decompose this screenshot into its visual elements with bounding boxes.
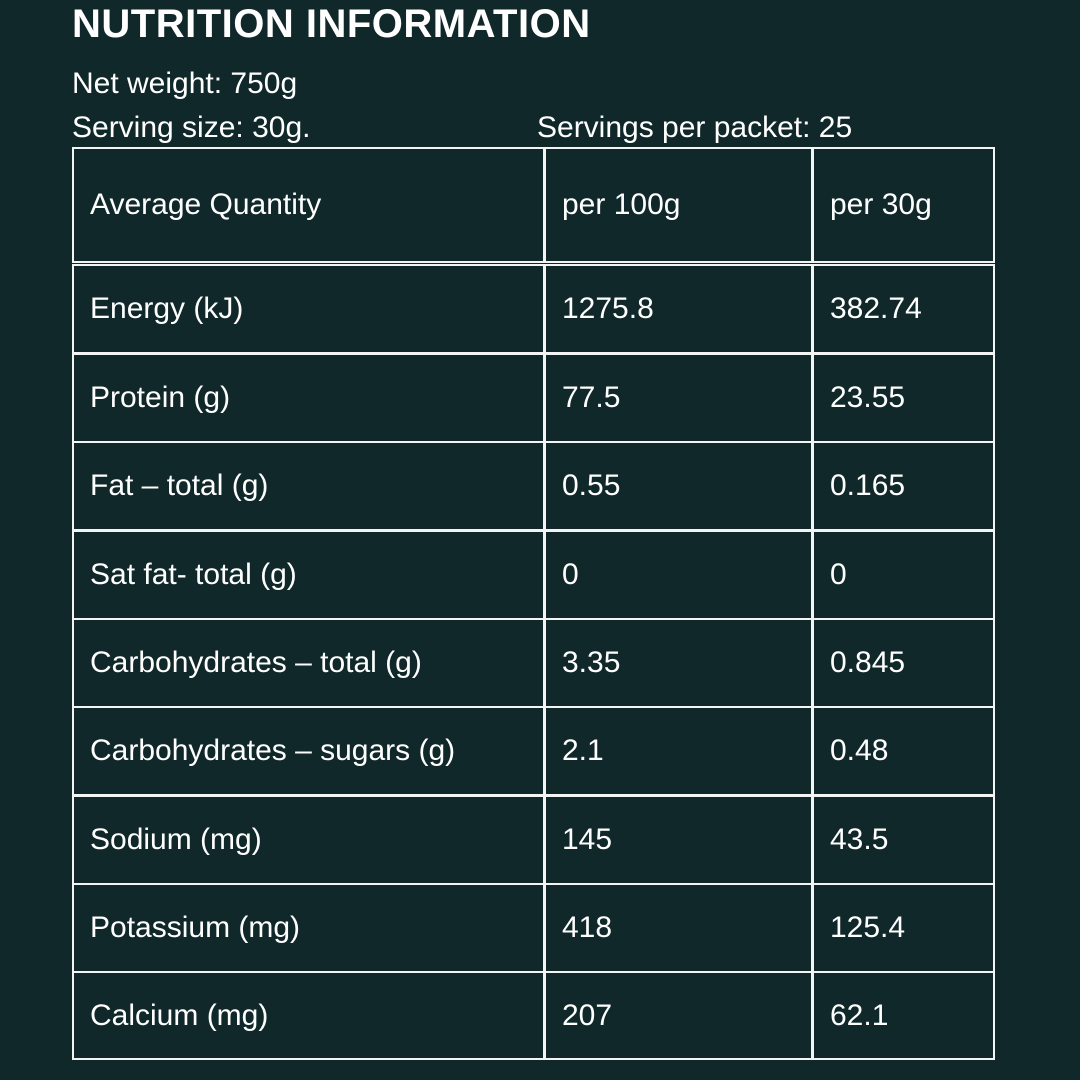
row-label: Calcium (mg) (72, 971, 545, 1060)
row-label: Fat – total (g) (72, 441, 545, 531)
row-label: Carbohydrates – sugars (g) (72, 706, 545, 796)
row-label: Carbohydrates – total (g) (72, 618, 545, 708)
row-value-per-100g: 0 (544, 530, 813, 620)
header-per-30g: per 30g (812, 147, 995, 263)
row-label: Sodium (mg) (72, 795, 545, 885)
row-value-per-serving: 0.165 (812, 441, 995, 531)
net-weight: Net weight: 750g (72, 67, 298, 100)
row-value-per-100g: 0.55 (544, 441, 813, 531)
nutrition-table: Average Quantity per 100g per 30g Energy… (72, 147, 995, 1060)
header-per-100g: per 100g (544, 147, 813, 263)
row-label: Protein (g) (72, 353, 545, 443)
row-label: Energy (kJ) (72, 264, 545, 354)
row-value-per-serving: 43.5 (812, 795, 995, 885)
header-average-quantity: Average Quantity (72, 147, 545, 263)
row-value-per-serving: 125.4 (812, 883, 995, 973)
row-value-per-100g: 207 (544, 971, 813, 1060)
row-label: Sat fat- total (g) (72, 530, 545, 620)
row-value-per-serving: 62.1 (812, 971, 995, 1060)
row-value-per-100g: 77.5 (544, 353, 813, 443)
servings-per-packet: Servings per packet: 25 (537, 111, 853, 144)
row-value-per-100g: 3.35 (544, 618, 813, 708)
row-value-per-serving: 0.48 (812, 706, 995, 796)
row-value-per-100g: 145 (544, 795, 813, 885)
row-label: Potassium (mg) (72, 883, 545, 973)
row-value-per-serving: 0.845 (812, 618, 995, 708)
row-value-per-serving: 0 (812, 530, 995, 620)
row-value-per-serving: 23.55 (812, 353, 995, 443)
row-value-per-serving: 382.74 (812, 264, 995, 354)
serving-size: Serving size: 30g. (72, 111, 311, 144)
row-value-per-100g: 1275.8 (544, 264, 813, 354)
row-value-per-100g: 2.1 (544, 706, 813, 796)
page-title: NUTRITION INFORMATION (72, 2, 591, 46)
row-value-per-100g: 418 (544, 883, 813, 973)
